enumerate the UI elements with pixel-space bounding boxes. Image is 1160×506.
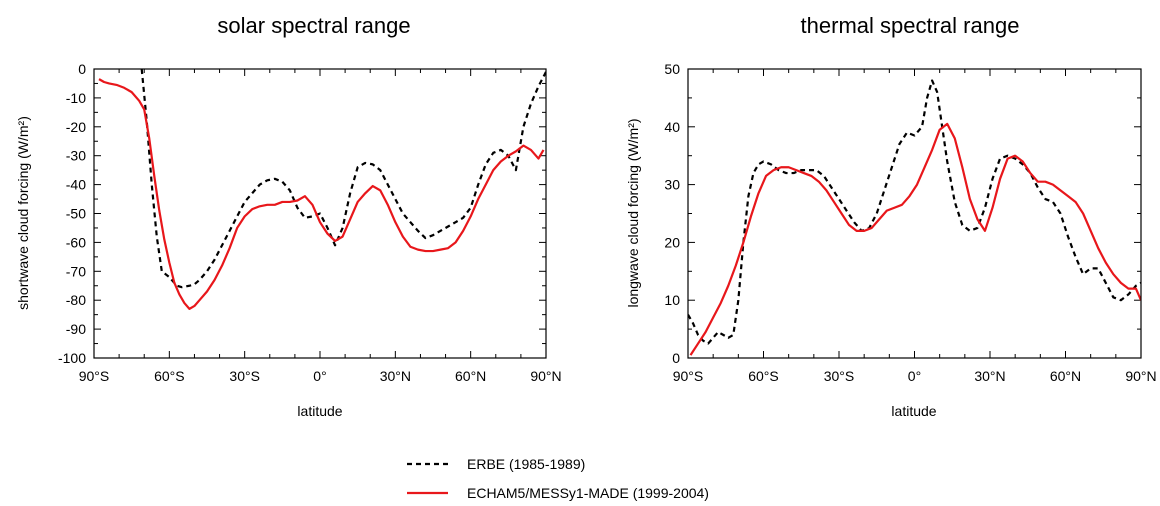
solar-panel-title: solar spectral range	[217, 13, 410, 38]
thermal-panel-axes: 90°S 60°S 30°S 0° 30°N 60°N 90°N 0 10 20 30 40 50	[664, 61, 1156, 384]
thermal-ytick-label: 10	[664, 292, 680, 308]
thermal-ylabel-main: longwave cloud forcing (W/m²)	[625, 118, 641, 307]
thermal-ytick-label: 20	[664, 234, 680, 250]
thermal-panel-frame	[687, 68, 1142, 359]
thermal-series-erbe	[688, 79, 1141, 345]
solar-xtick-label: 30°N	[380, 368, 411, 384]
solar-xtick-label: 0°	[313, 368, 326, 384]
thermal-xtick-label: 90°S	[673, 368, 704, 384]
solar-ytick-label: -10	[66, 90, 86, 106]
thermal-panel: thermal spectral range 90°S 60°S 30°S 0° 30°…	[625, 13, 1157, 419]
thermal-xtick-label: 30°S	[824, 368, 855, 384]
solar-panel-xlabel: latitude	[297, 403, 342, 419]
solar-xtick-label: 30°S	[229, 368, 260, 384]
legend-label-echam: ECHAM5/MESSy1-MADE (1999-2004)	[467, 485, 709, 501]
thermal-ytick-label: 30	[664, 177, 680, 193]
legend: ERBE (1985-1989) ECHAM5/MESSy1-MADE (199…	[407, 456, 709, 501]
solar-series-echam	[98, 78, 545, 310]
thermal-panel-series	[688, 79, 1141, 356]
thermal-panel-xlabel: latitude	[891, 403, 936, 419]
solar-ytick-label: -30	[66, 148, 86, 164]
solar-panel: solar spectral range 90°S 60°S 30°S 0° 30°N 6…	[15, 13, 562, 419]
solar-ytick-label: -60	[66, 234, 86, 250]
solar-series-erbe	[140, 69, 546, 289]
solar-ytick-label: -50	[66, 206, 86, 222]
thermal-xtick-label: 0°	[908, 368, 921, 384]
thermal-ytick-label: 0	[672, 350, 680, 366]
solar-ytick-label: -40	[66, 177, 86, 193]
solar-panel-frame	[93, 68, 547, 359]
thermal-xtick-label: 30°N	[974, 368, 1005, 384]
thermal-xtick-label: 60°S	[748, 368, 779, 384]
solar-ylabel-main: shortwave cloud forcing (W/m²)	[15, 116, 31, 310]
solar-ytick-label: -20	[66, 119, 86, 135]
solar-xtick-label: 60°N	[455, 368, 486, 384]
thermal-ytick-label: 50	[664, 61, 680, 77]
thermal-series-echam	[689, 122, 1141, 356]
thermal-panel-title: thermal spectral range	[801, 13, 1020, 38]
solar-ytick-label: -90	[66, 321, 86, 337]
solar-panel-axes: 90°S 60°S 30°S 0° 30°N 60°N 90°N 0 -10 -20 -30 -40 -…	[58, 61, 562, 384]
solar-panel-ylabel: shortwave cloud forcing (W/m²)	[15, 116, 31, 310]
solar-ytick-label: 0	[78, 61, 86, 77]
legend-label-erbe: ERBE (1985-1989)	[467, 456, 585, 472]
solar-xtick-label: 90°S	[79, 368, 110, 384]
solar-ytick-label: -80	[66, 292, 86, 308]
thermal-panel-ylabel: longwave cloud forcing (W/m²)	[625, 118, 641, 307]
thermal-ytick-label: 40	[664, 119, 680, 135]
solar-xtick-label: 90°N	[530, 368, 561, 384]
thermal-xtick-label: 90°N	[1125, 368, 1156, 384]
solar-ytick-label: -70	[66, 263, 86, 279]
thermal-xtick-label: 60°N	[1050, 368, 1081, 384]
solar-xtick-label: 60°S	[154, 368, 185, 384]
solar-panel-series	[98, 69, 546, 310]
solar-ytick-label: -100	[58, 350, 86, 366]
